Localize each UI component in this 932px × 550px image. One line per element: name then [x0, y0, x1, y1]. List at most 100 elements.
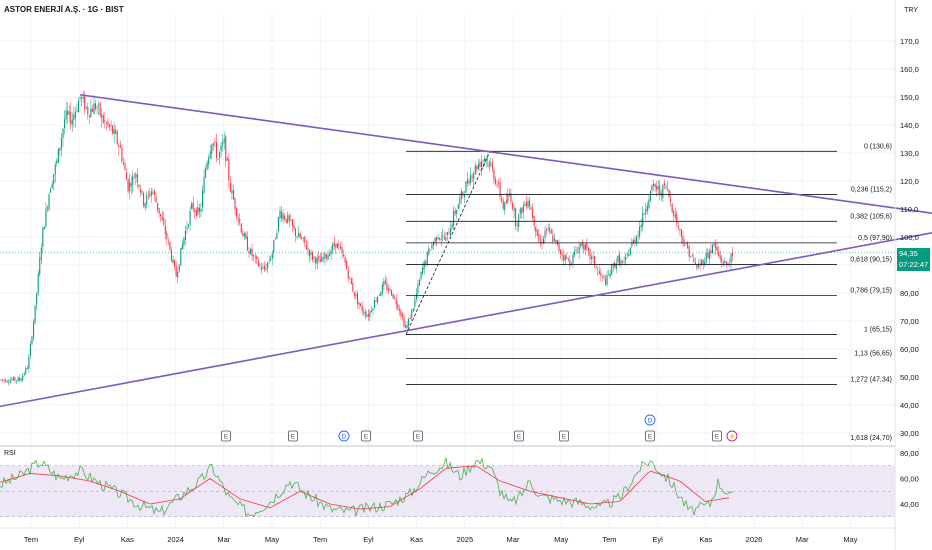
- candle-body: [310, 251, 312, 255]
- earnings-marker: [712, 430, 722, 442]
- candle-body: [251, 248, 253, 257]
- chart-title: ASTOR ENERJİ A.Ş. · 1G · BIST: [4, 5, 124, 14]
- candle-body: [356, 293, 359, 304]
- candle-body: [670, 198, 672, 202]
- candle-body: [575, 249, 577, 252]
- candle-body: [487, 158, 489, 160]
- candle-body: [640, 224, 642, 228]
- candle-body: [702, 260, 704, 266]
- candle-body: [649, 190, 651, 201]
- price-tick-label: 120,0: [900, 177, 919, 186]
- candle-body: [614, 263, 616, 268]
- rsi-label[interactable]: RSI: [4, 450, 16, 457]
- candle-body: [194, 210, 196, 212]
- candle-body: [170, 250, 173, 262]
- candle-body: [287, 215, 289, 224]
- candle-body: [318, 256, 320, 258]
- candle-body: [5, 379, 7, 382]
- candle-body: [462, 191, 464, 195]
- candle-body: [268, 260, 270, 262]
- candle-body: [112, 125, 114, 134]
- currency-label[interactable]: TRY: [904, 7, 918, 14]
- candle-body: [471, 176, 473, 178]
- candle-body: [395, 298, 397, 305]
- candle-body: [457, 204, 459, 210]
- candle-body: [77, 100, 80, 113]
- time-tick-label: Tem: [313, 535, 327, 544]
- time-tick-label: May: [265, 535, 279, 544]
- candle-body: [267, 262, 269, 269]
- candle-body: [135, 174, 137, 178]
- candle-body: [553, 238, 555, 241]
- candle-body: [705, 253, 707, 263]
- candle-body: [446, 231, 448, 236]
- event-markers[interactable]: E E D E E E E E D E ⚡: [221, 414, 738, 442]
- candle-body: [363, 310, 365, 313]
- candle-body: [341, 247, 343, 254]
- candle-body: [355, 294, 357, 297]
- candle-body: [674, 214, 676, 218]
- candle-body: [73, 115, 75, 121]
- candle-body: [260, 266, 262, 270]
- candle-body: [725, 261, 727, 264]
- candle-body: [542, 238, 545, 244]
- candle-body: [296, 236, 298, 238]
- grid: [0, 14, 895, 528]
- candle-body: [437, 237, 439, 239]
- candle-body: [547, 227, 549, 229]
- candle-body: [439, 238, 441, 240]
- earnings-marker-label: E: [416, 434, 421, 441]
- candle-body: [121, 147, 123, 162]
- earnings-marker-label: E: [364, 434, 369, 441]
- candle-body: [22, 375, 24, 381]
- candle-body: [529, 200, 531, 207]
- trendlines[interactable]: [0, 93, 932, 408]
- candle-body: [719, 255, 721, 260]
- candle-body: [54, 164, 56, 175]
- candle-body: [604, 278, 607, 285]
- earnings-marker: [361, 430, 371, 442]
- candle-body: [217, 158, 219, 160]
- rsi-line: [0, 456, 733, 518]
- candle-body: [440, 238, 442, 240]
- fib-level-label: 0,236 (115,2): [851, 186, 892, 193]
- candle-body: [482, 160, 484, 161]
- candle-body: [442, 235, 444, 237]
- candle-body: [401, 314, 403, 317]
- candle-body: [88, 115, 90, 117]
- candle-body: [560, 249, 562, 255]
- fibonacci-retracement[interactable]: 0 (130,6) 0,236 (115,2) 0,382 (105,6) 0,5 (…: [405, 143, 892, 442]
- candle-body: [344, 257, 346, 263]
- candle-body: [243, 233, 245, 238]
- earnings-marker-label: E: [517, 434, 522, 441]
- candle-body: [680, 229, 682, 237]
- candle-body: [253, 255, 255, 257]
- price-tick-label: 40,00: [900, 401, 919, 410]
- candle-body: [188, 224, 190, 227]
- candle-body: [606, 275, 608, 285]
- candle-body: [70, 111, 72, 125]
- candle-body: [298, 232, 300, 237]
- candle-body: [370, 310, 372, 312]
- candle-body: [127, 179, 129, 192]
- candle-body: [85, 106, 87, 108]
- candle-body: [281, 211, 283, 219]
- candle-body: [583, 244, 585, 251]
- candle-body: [338, 244, 340, 247]
- candle-body: [631, 242, 633, 247]
- candle-body: [346, 261, 348, 269]
- dividend-marker-label: D: [648, 418, 653, 425]
- candle-body: [671, 203, 673, 213]
- candle-body: [15, 380, 18, 382]
- candle-body: [139, 189, 142, 193]
- candle-body: [394, 297, 396, 299]
- rsi-tick-label: 40,00: [900, 500, 919, 509]
- candle-body: [335, 244, 337, 248]
- candle-body: [693, 258, 695, 262]
- candle-body: [513, 208, 515, 211]
- candle-body: [648, 199, 650, 208]
- price-tick-label: 80,00: [900, 289, 919, 298]
- candle-body: [40, 247, 42, 260]
- candle-body: [380, 292, 382, 296]
